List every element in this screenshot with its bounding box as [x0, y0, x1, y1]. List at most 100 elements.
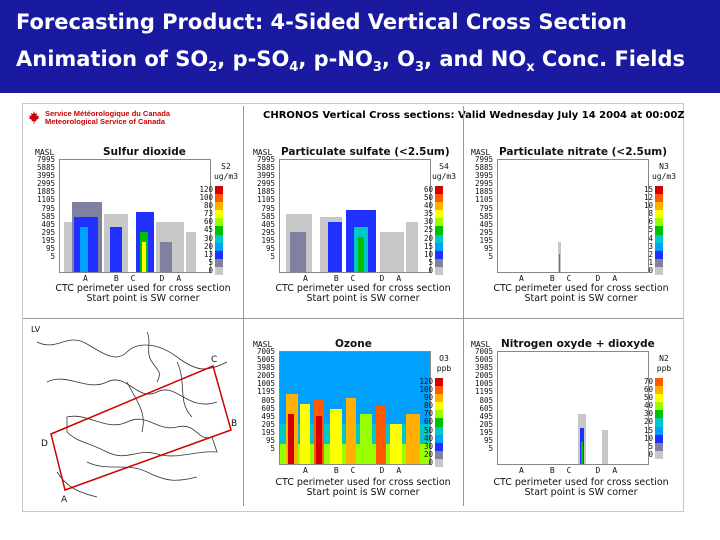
legend-value: 80 [423, 401, 433, 411]
y-level: 795 [479, 203, 493, 213]
perimeter-point: B [333, 274, 339, 283]
legend-value: 3 [648, 241, 653, 251]
map-label-a: A [61, 495, 68, 505]
y-level: 5 [488, 444, 493, 454]
y-level: 495 [479, 411, 493, 421]
legend-value: 70 [423, 409, 433, 419]
axis-label-masl: MASL [471, 148, 491, 157]
legend-swatch [435, 386, 443, 395]
panel-title: Nitrogen oxyde + dioxyde [501, 338, 655, 350]
legend-value: 12 [643, 193, 653, 203]
y-level: 3995 [36, 171, 55, 181]
legend-value: 20 [203, 241, 213, 251]
legend-swatch [435, 410, 443, 419]
legend-swatch [655, 410, 663, 419]
legend-values: 15 12 10 8 6 5 4 3 2 1 0 [633, 185, 653, 275]
legend-values: 120 100 80 73 60 45 30 20 13 5 0 [193, 185, 213, 275]
y-level: 1105 [36, 195, 55, 205]
legend-value: 30 [203, 233, 213, 243]
legend-swatch [655, 234, 663, 243]
legend-swatch [655, 258, 663, 267]
y-level: 2995 [474, 179, 493, 189]
species-units: N2 ppb [656, 354, 672, 373]
y-level: 1005 [256, 379, 275, 389]
perimeter-point: A [612, 466, 618, 475]
legend-value: 4 [648, 233, 653, 243]
y-level: 405 [41, 219, 55, 229]
legend-swatch [435, 426, 443, 435]
legend-value: 50 [423, 193, 433, 203]
y-level: 585 [261, 211, 275, 221]
slide-header: Forecasting Product: 4-Sided Vertical Cr… [0, 0, 720, 93]
legend-swatch [435, 418, 443, 427]
y-level: 205 [479, 419, 493, 429]
y-level: 605 [479, 403, 493, 413]
y-level: 2005 [474, 371, 493, 381]
perimeter-point: B [113, 274, 119, 283]
legend-value: 30 [643, 409, 653, 419]
legend-swatch [655, 394, 663, 403]
legend-swatch [215, 194, 223, 203]
legend-swatch [655, 210, 663, 219]
legend-value: 120 [419, 377, 433, 386]
plot-area [59, 159, 211, 273]
perimeter-point: D [159, 274, 165, 283]
y-level: 295 [479, 227, 493, 237]
y-level: 195 [261, 235, 275, 245]
perimeter-point: B [549, 466, 555, 475]
legend-value: 60 [423, 185, 433, 194]
legend-value: 0 [428, 265, 433, 275]
color-legend [215, 186, 223, 276]
y-level: 7995 [36, 155, 55, 164]
color-legend [655, 186, 663, 276]
legend-value: 2 [648, 249, 653, 259]
y-level: 7005 [474, 347, 493, 356]
legend-swatch [655, 202, 663, 211]
y-level: 95 [483, 436, 493, 446]
perimeter-point: C [566, 466, 572, 475]
y-level: 5 [50, 252, 55, 262]
legend-swatch [655, 186, 663, 195]
y-level: 1195 [256, 387, 275, 397]
caption: CTC perimeter used for cross section Star… [55, 283, 231, 304]
legend-swatch [215, 234, 223, 243]
legend-swatch [435, 450, 443, 459]
perimeter-point: D [379, 274, 385, 283]
legend-swatch [215, 266, 223, 276]
y-axis-levels: 7995 5885 3995 2995 1885 1105 795 585 405 295 195 9… [29, 155, 55, 262]
perimeter-point: A [303, 274, 308, 283]
legend-swatch [435, 250, 443, 259]
caption: CTC perimeter used for cross section Star… [275, 477, 451, 498]
legend-value: 30 [423, 217, 433, 227]
panel-title: Particulate sulfate (<2.5um) [281, 146, 450, 158]
perimeter-point: B [549, 274, 555, 283]
y-level: 295 [261, 227, 275, 237]
perimeter-point: D [595, 274, 601, 283]
perimeter-point: C [566, 274, 572, 283]
perimeter-point: A [303, 466, 308, 475]
msc-logo: Service Météorologique du Canada Meteoro… [27, 108, 227, 128]
legend-swatch [435, 394, 443, 403]
axis-label-masl: MASL [471, 340, 491, 349]
slide-title-line1: Forecasting Product: 4-Sided Vertical Cr… [16, 10, 627, 34]
legend-value: 10 [643, 433, 653, 443]
y-level: 95 [45, 244, 55, 254]
perimeter-point: B [333, 466, 339, 475]
legend-value: 30 [423, 441, 433, 451]
legend-swatch [215, 218, 223, 227]
legend-value: 100 [419, 385, 433, 395]
legend-swatch [215, 250, 223, 259]
legend-swatch [435, 218, 443, 227]
panel-divider [463, 106, 464, 506]
y-level: 5 [270, 252, 275, 262]
legend-swatch [215, 258, 223, 267]
y-level: 1885 [36, 187, 55, 197]
legend-values: 70 60 50 40 30 20 15 10 5 0 [633, 377, 653, 459]
y-level: 405 [479, 219, 493, 229]
y-level: 5 [270, 444, 275, 454]
legend-swatch [435, 442, 443, 451]
y-level: 295 [41, 227, 55, 237]
perimeter-point: C [350, 274, 356, 283]
